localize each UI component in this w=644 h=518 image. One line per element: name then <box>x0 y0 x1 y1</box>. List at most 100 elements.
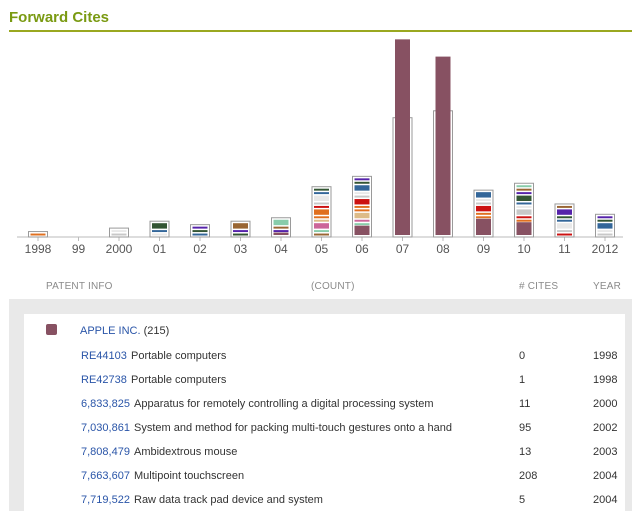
patent-number-link[interactable]: RE42738 <box>81 374 127 386</box>
patent-cites: 208 <box>519 470 537 482</box>
x-tick-label: 09 <box>477 242 491 256</box>
bar-segment <box>314 189 329 191</box>
bar-segment <box>476 206 491 211</box>
bar-segment <box>193 230 208 232</box>
bar-segment <box>557 209 572 214</box>
patent-cites: 0 <box>519 350 525 362</box>
bar-segment <box>355 185 370 190</box>
bar-segment-apple <box>355 226 370 235</box>
bar-segment <box>314 220 329 222</box>
bar-segment <box>517 220 532 222</box>
x-tick-label: 2012 <box>592 242 619 256</box>
bar-segment <box>517 209 532 214</box>
bar-segment <box>598 234 613 236</box>
bar-segment <box>233 230 248 232</box>
bar-segment <box>274 227 289 229</box>
bar-segment <box>355 196 370 198</box>
bar-segment <box>517 203 532 205</box>
patent-title: Ambidextrous mouse <box>134 446 237 458</box>
patent-table-panel: APPLE INC. (215) RE44103Portable compute… <box>9 299 632 511</box>
bar-segment <box>355 220 370 222</box>
bar-segment <box>355 178 370 180</box>
bar-segment <box>152 230 167 232</box>
x-tick-label: 11 <box>558 242 571 256</box>
patent-number-link[interactable]: 7,808,479 <box>81 446 130 458</box>
bar-segment-apple <box>517 222 532 235</box>
x-tick-label: 03 <box>234 242 248 256</box>
col-header-cites: # CITES <box>519 281 558 292</box>
bar-segment <box>517 216 532 218</box>
bar-segment <box>476 192 491 197</box>
x-tick-label: 08 <box>436 242 450 256</box>
bar-segment-apple <box>274 233 289 235</box>
bar-segment <box>598 216 613 218</box>
bar-segment <box>557 223 572 228</box>
bar-segment <box>517 192 532 194</box>
patent-year: 2004 <box>593 494 617 506</box>
x-tick-label: 2000 <box>106 242 133 256</box>
patent-cites: 11 <box>519 398 530 410</box>
bar-segment <box>274 220 289 225</box>
bar-segment <box>355 192 370 194</box>
bar-segment <box>152 223 167 228</box>
x-tick-label: 99 <box>72 242 86 256</box>
patent-year: 2002 <box>593 422 617 434</box>
patent-number-link[interactable]: 7,663,607 <box>81 470 130 482</box>
bar-segment <box>314 223 329 228</box>
patent-table: APPLE INC. (215) RE44103Portable compute… <box>24 314 625 514</box>
patent-number-link[interactable]: 6,833,825 <box>81 398 130 410</box>
bar-segment <box>476 216 491 218</box>
bar-segment <box>517 185 532 187</box>
patent-cites: 13 <box>519 446 531 458</box>
table-row: 7,030,861System and method for packing m… <box>24 422 625 446</box>
bar-segment <box>557 220 572 222</box>
bar-segment <box>112 234 127 236</box>
patent-year: 1998 <box>593 374 617 386</box>
col-header-year: YEAR <box>593 281 621 292</box>
forward-cites-chart: 199899200001020304050607080910112012 <box>0 0 644 270</box>
bar-segment <box>598 220 613 222</box>
col-header-count: (COUNT) <box>311 281 355 292</box>
bar-segment <box>274 230 289 232</box>
patent-number-link[interactable]: 7,030,861 <box>81 422 130 434</box>
bar-segment <box>355 199 370 204</box>
patent-year: 2000 <box>593 398 617 410</box>
bar-segment <box>598 223 613 228</box>
bar-segment <box>557 216 572 218</box>
x-tick-label: 02 <box>193 242 207 256</box>
x-tick-label: 07 <box>396 242 410 256</box>
patent-year: 2003 <box>593 446 617 458</box>
bar-outline <box>110 228 129 237</box>
bar-segment <box>517 196 532 201</box>
x-tick-label: 06 <box>355 242 369 256</box>
x-tick-label: 1998 <box>25 242 52 256</box>
table-row: 7,808,479 Ambidextrous mouse 13 2003 <box>24 446 625 470</box>
x-tick-label: 10 <box>517 242 531 256</box>
bar-segment <box>557 206 572 208</box>
patent-number-link[interactable]: RE44103 <box>81 350 127 362</box>
x-tick-label: 05 <box>315 242 329 256</box>
patent-cites: 5 <box>519 494 525 506</box>
bar-segment <box>31 234 46 236</box>
patent-number-link[interactable]: 7,719,522 <box>81 494 130 506</box>
patent-cites: 1 <box>519 374 525 386</box>
bar-segment <box>598 230 613 232</box>
table-row: 6,833,825Apparatus for remotely controll… <box>24 398 625 422</box>
patent-title: Portable computers <box>131 350 226 362</box>
bar-segment <box>233 234 248 236</box>
bar-segment <box>314 230 329 232</box>
table-row: 7,719,522Raw data track pad device and s… <box>24 494 625 518</box>
bar-segment <box>233 223 248 228</box>
bar-segment-apple <box>395 39 410 235</box>
bar-segment <box>355 213 370 218</box>
table-row: 7,663,607Multipoint touchscreen2082004 <box>24 470 625 494</box>
bar-segment <box>314 209 329 214</box>
bar-segment <box>557 234 572 236</box>
company-name-link[interactable]: APPLE INC. <box>80 325 141 337</box>
bar-segment-apple <box>476 219 491 235</box>
bar-segment <box>314 234 329 236</box>
bar-segment <box>314 203 329 205</box>
bar-segment <box>355 223 370 225</box>
col-header-patent-info: PATENT INFO <box>46 281 113 292</box>
patent-title: Portable computers <box>131 374 226 386</box>
